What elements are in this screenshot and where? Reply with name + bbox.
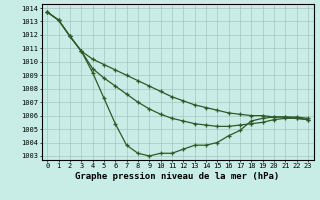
X-axis label: Graphe pression niveau de la mer (hPa): Graphe pression niveau de la mer (hPa) xyxy=(76,172,280,181)
